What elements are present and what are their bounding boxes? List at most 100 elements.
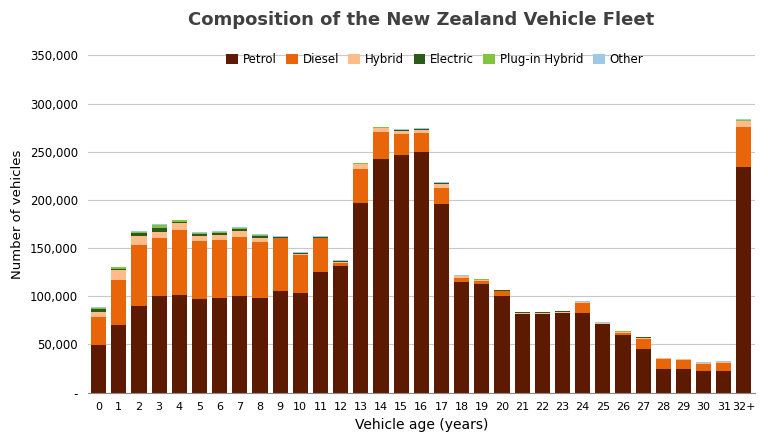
Bar [313, 236, 328, 237]
Bar [595, 324, 611, 392]
Bar [253, 298, 267, 392]
Bar [273, 237, 288, 238]
Bar [111, 267, 126, 268]
Bar [515, 314, 530, 392]
Bar [474, 280, 489, 281]
Bar [676, 360, 691, 369]
Bar [333, 261, 348, 262]
Bar [434, 182, 449, 183]
Bar [717, 371, 731, 392]
Title: Composition of the New Zealand Vehicle Fleet: Composition of the New Zealand Vehicle F… [188, 11, 654, 29]
Bar [232, 227, 247, 228]
Bar [393, 131, 409, 135]
Bar [393, 130, 409, 131]
Bar [172, 223, 187, 230]
Bar [676, 358, 691, 359]
Bar [131, 236, 147, 245]
Bar [575, 313, 590, 392]
Bar [253, 234, 267, 235]
Bar [293, 255, 308, 293]
Bar [313, 238, 328, 272]
Bar [172, 295, 187, 392]
Bar [232, 237, 247, 296]
Bar [696, 363, 711, 364]
Bar [212, 232, 227, 233]
Bar [172, 222, 187, 223]
Bar [111, 269, 126, 270]
X-axis label: Vehicle age (years): Vehicle age (years) [355, 418, 488, 432]
Bar [253, 237, 267, 242]
Bar [131, 245, 147, 306]
Bar [293, 293, 308, 392]
Bar [232, 229, 247, 231]
Bar [111, 268, 126, 269]
Bar [253, 236, 267, 237]
Bar [414, 129, 429, 130]
Bar [151, 228, 167, 232]
Bar [293, 254, 308, 255]
Bar [515, 313, 530, 314]
Bar [192, 236, 207, 241]
Bar [575, 302, 590, 303]
Bar [91, 316, 106, 346]
Bar [414, 132, 429, 152]
Bar [414, 130, 429, 132]
Bar [656, 358, 670, 359]
Bar [696, 362, 711, 363]
Bar [656, 359, 670, 369]
Bar [676, 359, 691, 360]
Bar [151, 232, 167, 238]
Bar [273, 291, 288, 392]
Bar [333, 260, 348, 261]
Bar [373, 132, 389, 159]
Bar [212, 231, 227, 232]
Legend: Petrol, Diesel, Hybrid, Electric, Plug-in Hybrid, Other: Petrol, Diesel, Hybrid, Electric, Plug-i… [226, 53, 643, 66]
Bar [393, 155, 409, 392]
Bar [293, 253, 308, 254]
Bar [212, 235, 227, 241]
Bar [495, 296, 509, 392]
Bar [91, 346, 106, 392]
Bar [656, 369, 670, 392]
Bar [91, 312, 106, 316]
Bar [434, 188, 449, 204]
Bar [232, 228, 247, 229]
Bar [575, 303, 590, 313]
Bar [131, 233, 147, 236]
Bar [373, 128, 389, 132]
Bar [253, 235, 267, 236]
Bar [192, 299, 207, 392]
Bar [111, 325, 126, 392]
Y-axis label: Number of vehicles: Number of vehicles [11, 150, 24, 279]
Bar [353, 203, 369, 392]
Bar [373, 127, 389, 128]
Bar [615, 333, 631, 335]
Bar [313, 272, 328, 392]
Bar [253, 242, 267, 298]
Bar [717, 361, 731, 362]
Bar [192, 232, 207, 233]
Bar [151, 225, 167, 228]
Bar [454, 278, 469, 282]
Bar [434, 183, 449, 188]
Bar [737, 127, 752, 167]
Bar [535, 314, 550, 392]
Bar [192, 241, 207, 299]
Bar [615, 332, 631, 333]
Bar [333, 266, 348, 392]
Bar [554, 313, 570, 392]
Bar [212, 241, 227, 298]
Bar [676, 369, 691, 392]
Bar [273, 236, 288, 237]
Bar [353, 163, 369, 164]
Bar [454, 276, 469, 278]
Bar [454, 282, 469, 392]
Bar [434, 204, 449, 392]
Bar [737, 167, 752, 392]
Bar [373, 159, 389, 392]
Bar [172, 220, 187, 222]
Bar [615, 335, 631, 392]
Bar [212, 233, 227, 235]
Bar [131, 232, 147, 233]
Bar [737, 120, 752, 121]
